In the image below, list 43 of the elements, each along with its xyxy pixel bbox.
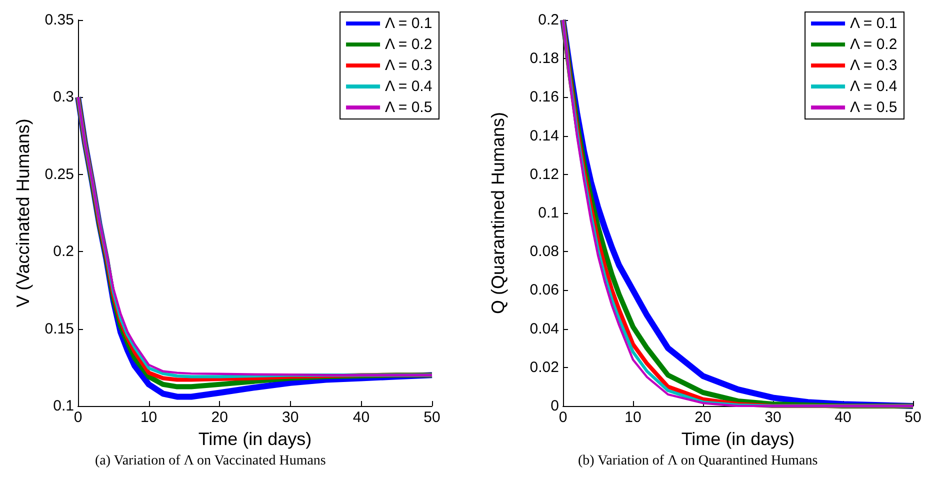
legend-label: Λ = 0.2 [850,36,898,53]
y-tick-label: 0.14 [530,127,559,144]
text: (b) Variation of Λ on Quarantined Humans [578,454,818,468]
y-axis-title: Q (Quarantined Humans) [488,112,508,314]
y-tick-label: 0.25 [44,166,74,183]
legend-label: Λ = 0.5 [385,99,432,116]
y-tick-label: 0.08 [530,243,559,260]
y-tick-label: 0.06 [530,282,559,299]
legend-label: Λ = 0.1 [850,15,898,32]
y-tick-label: 0.15 [44,320,74,338]
y-tick-label: 0.18 [530,50,559,68]
x-tick-label: 20 [211,409,228,426]
legend-label: Λ = 0.1 [385,15,432,32]
x-tick-label: 40 [834,409,852,426]
x-tick-label: 50 [424,409,440,426]
text: (a) Variation of Λ on Vaccinated Humans [95,454,326,468]
y-tick-label: 0.04 [530,320,559,338]
x-tick-label: 40 [352,409,370,426]
y-tick-label: 0 [550,398,559,414]
legend-label: Λ = 0.5 [850,99,898,116]
y-tick-label: 0.16 [530,88,559,106]
legend-label: Λ = 0.3 [850,57,898,74]
y-tick-label: 0.35 [44,12,74,28]
y-tick-label: 0.1 [53,398,74,414]
x-axis-title: Time (in days) [681,428,795,449]
legend-label: Λ = 0.4 [850,78,898,95]
x-tick-label: 30 [764,409,782,426]
x-tick-label: 10 [624,409,642,426]
y-tick-label: 0.3 [53,88,74,106]
x-tick-label: 20 [694,409,712,426]
legend-label: Λ = 0.3 [385,57,432,74]
x-tick-label: 10 [140,409,158,426]
x-axis-title: Time (in days) [198,428,312,449]
y-tick-label: 0.1 [538,204,559,222]
legend-label: Λ = 0.4 [385,78,432,95]
x-tick-label: 30 [282,409,299,426]
y-tick-label: 0.12 [530,166,559,183]
legend-label: Λ = 0.2 [385,36,432,53]
y-tick-label: 0.2 [538,12,559,28]
x-tick-label: 50 [904,409,922,426]
y-tick-label: 0.2 [53,243,74,260]
y-tick-label: 0.02 [530,358,559,376]
y-axis-title: V (Vaccinated Humans) [13,118,33,308]
